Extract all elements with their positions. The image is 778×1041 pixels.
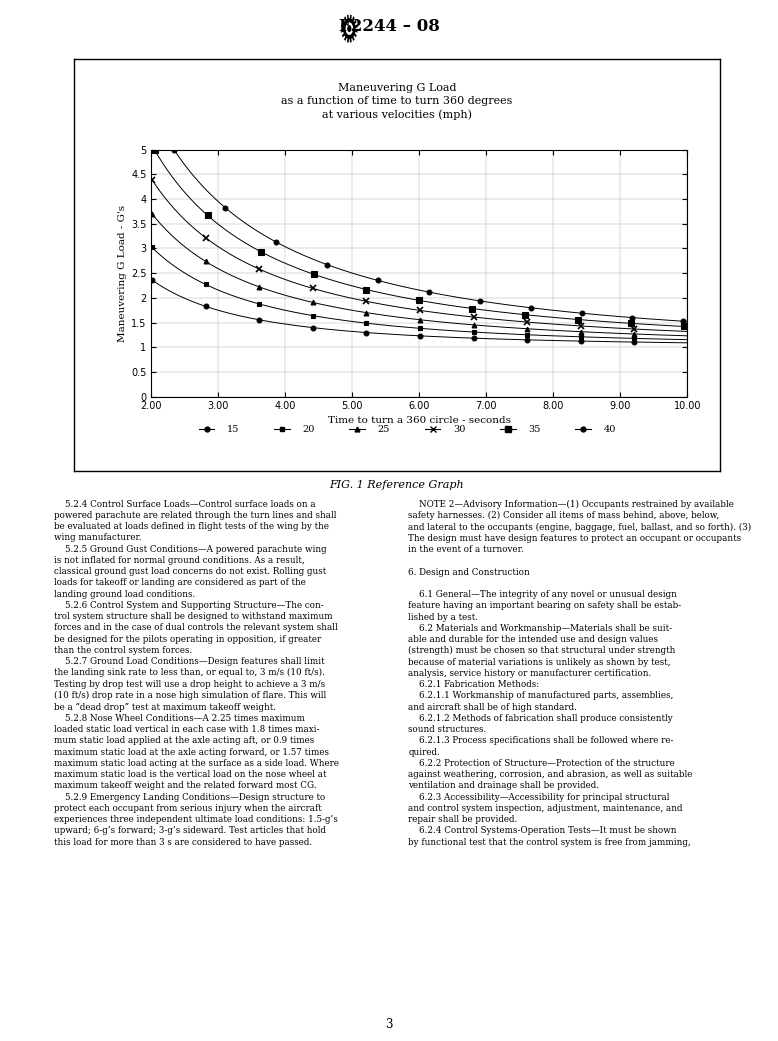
Text: 3: 3 bbox=[385, 1018, 393, 1031]
Text: 5.2.4 Control Surface Loads—Control surface loads on a
powered parachute are rel: 5.2.4 Control Surface Loads—Control surf… bbox=[54, 500, 339, 846]
Text: 35: 35 bbox=[528, 425, 541, 434]
Text: Maneuvering G Load
as a function of time to turn 360 degrees
at various velociti: Maneuvering G Load as a function of time… bbox=[281, 83, 513, 120]
Polygon shape bbox=[345, 22, 353, 35]
Polygon shape bbox=[341, 15, 358, 43]
Polygon shape bbox=[347, 25, 352, 32]
Text: 15: 15 bbox=[227, 425, 240, 434]
Text: NOTE 2—Advisory Information—(1) Occupants restrained by available
safety harness: NOTE 2—Advisory Information—(1) Occupant… bbox=[408, 500, 752, 846]
Text: 40: 40 bbox=[604, 425, 616, 434]
Text: FIG. 1 Reference Graph: FIG. 1 Reference Graph bbox=[329, 480, 464, 490]
X-axis label: Time to turn a 360 circle - seconds: Time to turn a 360 circle - seconds bbox=[328, 415, 511, 425]
Text: 30: 30 bbox=[453, 425, 465, 434]
Text: 20: 20 bbox=[303, 425, 315, 434]
Text: 25: 25 bbox=[378, 425, 391, 434]
Text: F2244 – 08: F2244 – 08 bbox=[338, 18, 440, 34]
Y-axis label: Maneuvering G Load - G's: Maneuvering G Load - G's bbox=[118, 205, 127, 341]
